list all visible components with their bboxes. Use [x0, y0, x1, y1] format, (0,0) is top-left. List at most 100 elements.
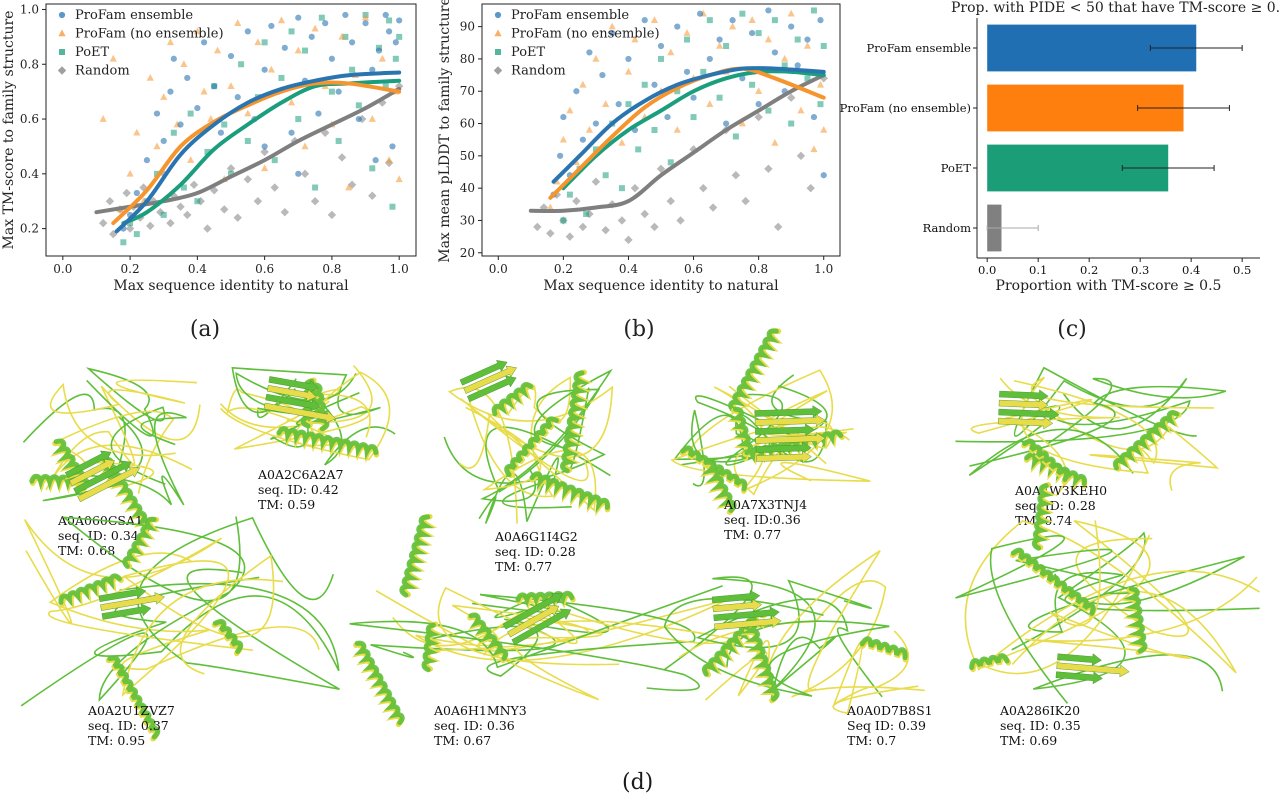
b-point-2: [651, 127, 658, 133]
b-point-1: [592, 54, 600, 62]
a-legend-label-0: ProFam ensemble: [75, 8, 193, 23]
a-point-2: [349, 66, 356, 73]
a-point-2: [180, 184, 187, 191]
b-point-2: [674, 88, 681, 95]
a-point-0: [143, 157, 151, 164]
a-legend-label-3: Random: [75, 64, 130, 79]
b-point-0: [573, 88, 580, 95]
b-point-2: [566, 191, 573, 198]
a-point-2: [160, 211, 167, 218]
a-point-0: [396, 17, 403, 24]
helix: [740, 619, 780, 704]
b-point-0: [609, 29, 616, 37]
b-point-2: [804, 75, 811, 82]
b-point-1: [559, 135, 567, 143]
a-xtick-label: 1.0: [390, 262, 409, 276]
b-point-2: [690, 114, 697, 121]
a-legend-marker-1: [58, 29, 66, 37]
c-xtick-label: 0.1: [1029, 263, 1047, 277]
b-trend-line-0: [551, 66, 826, 184]
protein-structure-2: [219, 364, 396, 466]
structure-id: A0A0D7B8S1: [847, 703, 933, 718]
structure-seq: Seq ID: 0.39: [847, 718, 926, 733]
b-point-2: [765, 107, 772, 114]
b-point-0: [586, 49, 593, 56]
a-point-2: [127, 220, 134, 227]
coil: [375, 590, 603, 701]
b-point-0: [749, 29, 756, 37]
b-point-0: [755, 101, 762, 108]
helix: [1120, 586, 1148, 656]
b-point-1: [820, 126, 828, 133]
helix: [1021, 438, 1070, 485]
a-ytick-label: 0.4: [20, 167, 39, 181]
a-point-1: [153, 142, 161, 150]
b-point-2: [771, 17, 778, 24]
a-point-0: [167, 88, 174, 95]
structure-seq: seq. ID: 0.35: [1000, 718, 1081, 733]
helix: [421, 621, 444, 673]
helix: [699, 459, 737, 515]
b-point-3: [601, 225, 610, 235]
a-point-0: [227, 52, 235, 60]
protein-structure-7: [349, 513, 740, 728]
b-point-2: [755, 30, 762, 37]
a-ytick-label: 0.2: [20, 222, 39, 236]
c-xtick-label: 0.0: [978, 263, 996, 277]
b-x-axis-label: Max sequence identity to natural: [543, 278, 779, 294]
a-point-2: [342, 33, 349, 40]
b-point-0: [739, 75, 746, 82]
structure-seq: seq. ID: 0.28: [495, 544, 576, 559]
caption-b: (b): [623, 317, 654, 342]
beta-sheet: [459, 360, 517, 403]
b-point-2: [732, 133, 739, 140]
a-axes-frame: [45, 3, 417, 257]
a-point-3: [176, 202, 185, 211]
a-ytick-label: 0.6: [20, 112, 39, 126]
coil: [1013, 376, 1214, 474]
b-legend-label-0: ProFam ensemble: [511, 8, 629, 23]
b-point-1: [673, 126, 681, 133]
a-point-3: [146, 221, 155, 231]
a-point-1: [166, 38, 175, 46]
a-point-1: [311, 24, 319, 32]
a-point-1: [180, 60, 188, 68]
b-trend-line-3: [528, 73, 826, 214]
a-point-3: [270, 183, 279, 192]
protein-structure-3: [443, 360, 614, 524]
a-point-3: [226, 164, 236, 173]
b-trend-line-2: [561, 69, 826, 191]
a-point-0: [184, 74, 191, 82]
a-point-0: [372, 157, 379, 164]
b-point-2: [641, 81, 648, 88]
a-point-0: [133, 189, 140, 197]
structure-label-8: A0A0D7B8S1 Seq ID: 0.39 TM: 0.7: [847, 703, 933, 748]
a-point-0: [261, 143, 268, 150]
a-point-2: [120, 239, 127, 246]
b-point-2: [794, 36, 801, 43]
b-point-2: [635, 146, 642, 153]
a-point-3: [327, 210, 337, 220]
a-point-2: [335, 137, 342, 144]
a-point-3: [243, 175, 253, 184]
helix: [491, 382, 536, 418]
coil: [121, 554, 284, 697]
a-point-2: [389, 203, 396, 210]
b-point-1: [585, 126, 593, 133]
helix: [529, 471, 611, 517]
a-point-0: [200, 39, 208, 46]
structure-seq: seq. ID: 0.34: [58, 528, 139, 543]
a-xtick-label: 0.2: [121, 262, 140, 276]
a-point-3: [280, 207, 290, 217]
a-legend-marker-2: [59, 49, 65, 55]
a-point-2: [369, 165, 376, 172]
a-point-2: [302, 47, 308, 54]
b-point-2: [820, 43, 827, 49]
b-point-0: [657, 42, 665, 50]
a-point-0: [322, 20, 329, 27]
helix: [467, 612, 509, 664]
b-point-3: [666, 196, 675, 206]
coil: [23, 519, 254, 652]
a-point-1: [277, 16, 286, 24]
b-point-2: [618, 185, 625, 192]
